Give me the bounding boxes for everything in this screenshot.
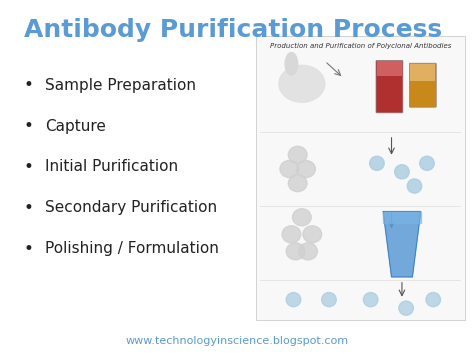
Text: www.technologyinscience.blogspot.com: www.technologyinscience.blogspot.com [126,336,348,346]
Ellipse shape [426,293,440,307]
FancyBboxPatch shape [377,61,402,76]
Polygon shape [383,212,421,277]
Ellipse shape [288,146,307,163]
Text: •: • [24,76,34,94]
Ellipse shape [286,243,305,260]
Text: Capture: Capture [45,119,106,133]
Ellipse shape [279,65,325,102]
Text: Initial Purification: Initial Purification [45,159,178,174]
Ellipse shape [399,301,413,315]
Ellipse shape [285,53,298,75]
FancyBboxPatch shape [410,63,436,107]
Ellipse shape [288,175,307,192]
Ellipse shape [395,165,409,179]
FancyBboxPatch shape [410,64,435,81]
Ellipse shape [419,156,434,170]
Text: Polishing / Formulation: Polishing / Formulation [45,241,219,256]
Ellipse shape [297,160,315,178]
Ellipse shape [292,209,311,226]
Ellipse shape [286,293,301,307]
Text: •: • [24,158,34,176]
Text: •: • [24,117,34,135]
Ellipse shape [322,293,336,307]
FancyBboxPatch shape [376,60,403,113]
Text: •: • [24,199,34,217]
Ellipse shape [299,243,318,260]
Text: Sample Preparation: Sample Preparation [45,78,196,93]
Text: Secondary Purification: Secondary Purification [45,200,217,215]
Ellipse shape [370,156,384,170]
Ellipse shape [364,293,378,307]
Text: •: • [24,240,34,257]
Ellipse shape [303,226,322,243]
Text: Production and Purification of Polyclonal Antibodies: Production and Purification of Polyclona… [270,43,451,49]
Ellipse shape [407,179,422,193]
Ellipse shape [282,226,301,243]
Polygon shape [383,212,421,223]
Text: Antibody Purification Process: Antibody Purification Process [24,18,442,42]
Ellipse shape [280,160,299,178]
FancyBboxPatch shape [256,36,465,320]
